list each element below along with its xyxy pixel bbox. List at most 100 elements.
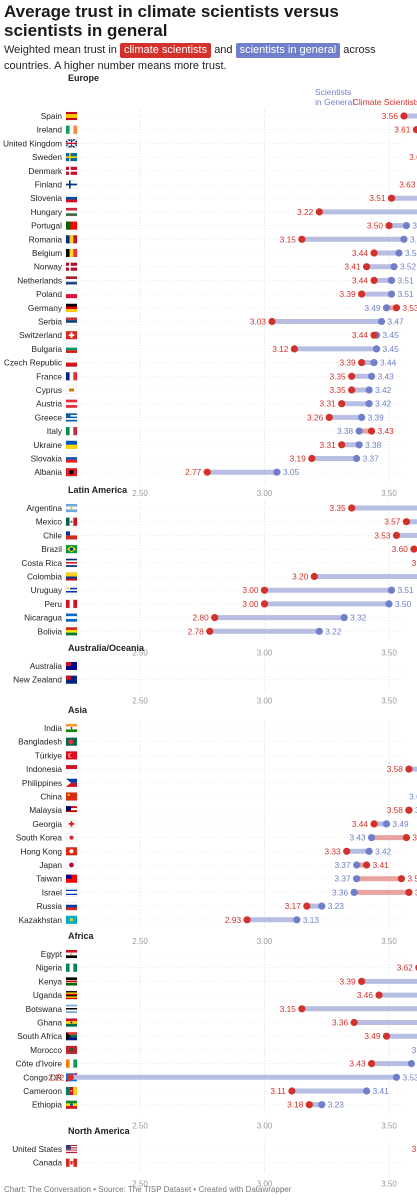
climate-dot <box>367 427 376 435</box>
flag-part <box>66 210 77 214</box>
climate-value-label: 3.41 <box>344 262 361 272</box>
flag-part <box>66 629 77 633</box>
country-label: Hungary <box>31 207 63 217</box>
flag-part <box>66 589 77 592</box>
flag-part <box>69 547 74 551</box>
flag-part <box>66 888 77 890</box>
flag-outline <box>65 751 78 760</box>
flag-part <box>69 963 74 972</box>
climate-value-label: 3.58 <box>387 805 404 815</box>
country-label: Morocco <box>30 1045 62 1055</box>
country-label: Belgium <box>32 248 62 258</box>
climate-dot <box>206 627 214 635</box>
flag-outline <box>65 778 78 788</box>
country-label: Greece <box>35 412 63 422</box>
x-tick-label: 2.50 <box>132 937 148 946</box>
chart-footer: Chart: The Conversation • Source: The TI… <box>4 1185 292 1194</box>
country-label: Italy <box>47 426 63 436</box>
climate-value-label: 3.31 <box>320 440 337 450</box>
climate-dot <box>392 304 401 312</box>
country-label: Denmark <box>28 166 63 176</box>
flag-part <box>66 444 77 449</box>
climate-value-label: 3.33 <box>325 846 342 856</box>
flag-part <box>66 806 71 811</box>
climate-dot <box>405 765 413 773</box>
x-tick-label: 3.50 <box>381 489 397 498</box>
general-value-label: 3.56 <box>410 234 417 244</box>
flag-outline <box>65 901 78 911</box>
climate-dot <box>400 112 408 120</box>
flag-part <box>66 1145 71 1150</box>
climate-dot <box>358 359 366 367</box>
climate-value-label: 2.77 <box>185 467 202 477</box>
flag-outline <box>65 385 78 395</box>
flag-outline <box>65 1100 78 1109</box>
climate-value-label: 3.68 <box>412 558 417 568</box>
flag-part <box>66 729 77 733</box>
country-label: Cyprus <box>36 385 62 395</box>
flag-outline <box>65 675 78 684</box>
general-dot <box>390 263 398 271</box>
flag-outline <box>65 963 78 972</box>
group-title: Europe <box>68 73 99 83</box>
flag-outline <box>65 358 78 367</box>
flag-part <box>66 632 77 636</box>
flag-outline <box>65 1144 78 1154</box>
climate-dot <box>382 1032 391 1040</box>
flag-part <box>69 249 74 257</box>
general-dot <box>350 888 358 897</box>
flag-part <box>66 427 70 436</box>
climate-value-label: 3.22 <box>297 207 314 217</box>
flag-part <box>66 142 77 144</box>
flag-outline <box>65 1004 78 1014</box>
chart-subtitle: Weighted mean trust in climate scientist… <box>4 42 412 74</box>
general-dot <box>358 413 366 421</box>
flag-part <box>69 388 74 392</box>
flag-part <box>66 996 77 998</box>
flag-part <box>66 1150 77 1152</box>
flag-part <box>66 982 77 986</box>
flag-outline <box>65 833 78 842</box>
general-value-label: 3.32 <box>350 613 367 623</box>
flag-part <box>69 1048 74 1052</box>
flag-part <box>70 506 73 510</box>
flag-part <box>66 322 77 326</box>
flag-part <box>66 290 77 295</box>
general-value-label: 3.23 <box>328 901 345 911</box>
country-label: Czech Republic <box>4 358 62 368</box>
climate-value-label: 3.15 <box>280 1004 297 1014</box>
flag-part <box>66 156 77 158</box>
climate-value-label: 3.11 <box>270 1086 286 1096</box>
flag-outline <box>65 723 78 733</box>
x-tick-label: 3.50 <box>381 1180 397 1189</box>
flag-outline <box>65 262 78 271</box>
flag-part <box>66 112 77 115</box>
flag-outline <box>65 819 78 829</box>
flag-part <box>66 276 77 280</box>
climate-value-label: 3.31 <box>320 399 337 409</box>
flag-part <box>66 980 77 983</box>
x-tick-label: 3.50 <box>381 937 397 946</box>
flag-outline <box>65 627 78 636</box>
flag-part <box>66 893 77 896</box>
flag-part <box>66 1037 77 1041</box>
climate-dot <box>211 614 219 622</box>
general-dot <box>382 820 391 828</box>
flag-outline <box>65 440 78 450</box>
country-label: Bulgaria <box>32 344 63 354</box>
flag-part <box>66 199 77 203</box>
flag-part <box>66 281 77 285</box>
general-dot <box>355 441 363 449</box>
flag-part <box>69 221 74 230</box>
climate-dot <box>288 1087 296 1095</box>
climate-dot <box>325 413 333 421</box>
general-value-label: 3.42 <box>375 399 392 409</box>
climate-value-label: 2.78 <box>188 626 205 636</box>
flag-outline <box>65 1018 78 1027</box>
flag-part <box>66 599 70 608</box>
general-value-label: 3.37 <box>334 874 351 884</box>
flag-part <box>66 907 77 911</box>
flag-part <box>66 778 77 783</box>
flag-outline <box>65 317 78 326</box>
flag-part <box>73 235 78 244</box>
